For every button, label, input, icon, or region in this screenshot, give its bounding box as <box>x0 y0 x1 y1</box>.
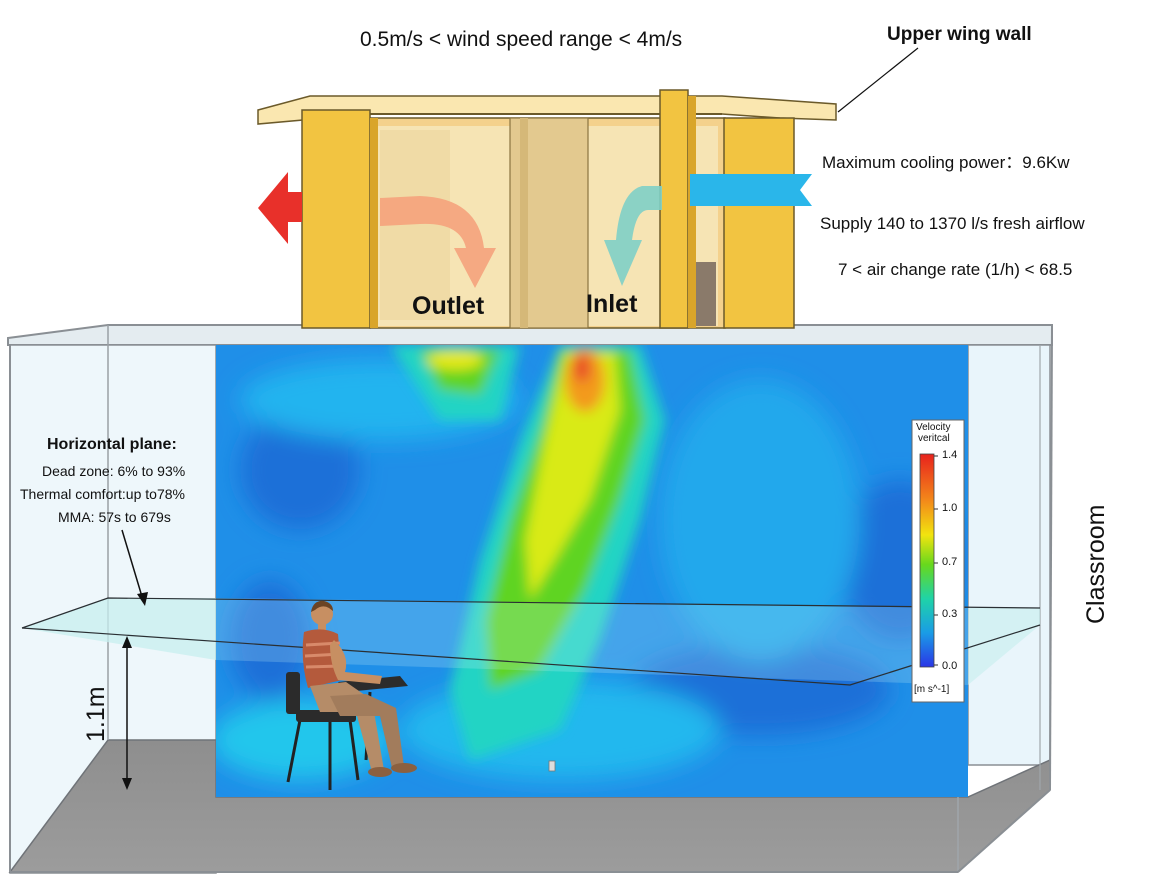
cooling-power-label: Maximum cooling power：9.6Kw <box>822 153 1070 172</box>
legend-tick-label: 1.4 <box>942 449 958 461</box>
jet-yellow <box>427 350 483 370</box>
jet-red <box>574 354 590 382</box>
mma-label: MMA: 57s to 679s <box>58 509 171 525</box>
contour-region-light <box>660 380 860 660</box>
inlet-label: Inlet <box>586 290 638 318</box>
legend-tick-label: 0.3 <box>942 608 958 620</box>
plane-outline <box>21 624 1041 686</box>
student-hair <box>311 600 333 612</box>
legend-title-line2: veritcal <box>918 433 950 444</box>
tower-right-pillar <box>723 117 795 329</box>
box-front-edges <box>9 345 1051 873</box>
legend-units: [m s^-1] <box>914 684 950 695</box>
horizontal-plane-title: Horizontal plane: <box>47 436 177 453</box>
outlet-flow-arrow <box>380 196 496 288</box>
student-shoe <box>391 763 417 773</box>
student-neck <box>318 624 326 632</box>
jet-yellow <box>525 352 620 600</box>
height-dimension-label: 1.1m <box>82 686 110 742</box>
student-legs <box>330 694 404 768</box>
tower-left-pillar-side <box>370 118 378 328</box>
inlet-flow-arrow <box>604 186 662 286</box>
wind-catcher-tower <box>257 89 837 329</box>
height-dimension <box>122 636 132 790</box>
contour-region-dark <box>230 580 310 700</box>
student-shoe <box>368 767 392 777</box>
velocity-legend <box>911 419 965 703</box>
tower-right-pillar-front <box>659 89 689 329</box>
tower-partition-edge <box>520 118 528 328</box>
wall-socket <box>548 760 556 772</box>
tower-right-pillar-side <box>688 96 696 328</box>
legend-tick-label: 0.7 <box>942 556 958 568</box>
box-edge <box>1049 324 1053 791</box>
air-change-rate-label: 7 < air change rate (1/h) < 68.5 <box>838 260 1073 279</box>
student-arm <box>330 640 382 684</box>
contour-region-dark <box>240 410 360 530</box>
horizontal-plane-overlay <box>216 598 968 685</box>
desk-top <box>338 676 408 692</box>
dead-zone-label: Dead zone: 6% to 93% <box>42 463 186 479</box>
tower-left-pillar <box>301 109 371 329</box>
wing-wall-leader <box>837 47 919 113</box>
chair-back <box>286 672 300 714</box>
legend-tick-label: 0.0 <box>942 660 958 672</box>
student-figure <box>286 600 417 790</box>
inlet-supply-arrow <box>690 174 812 206</box>
airflow-label: Supply 140 to 1370 l/s fresh airflow <box>820 214 1085 233</box>
plane-right <box>968 608 1040 685</box>
classroom-label: Classroom <box>1082 504 1110 624</box>
outlet-label: Outlet <box>412 292 485 320</box>
velocity-contour-wall <box>216 345 968 797</box>
legend-tick-label: 1.0 <box>942 502 958 514</box>
horizontal-plane <box>21 597 1041 686</box>
plane-outline <box>21 597 1041 629</box>
outlet-exhaust-arrow <box>258 172 302 244</box>
legend-colorbar <box>919 453 935 668</box>
legend-title-line1: Velocity <box>916 422 951 433</box>
upper-wing-wall-label: Upper wing wall <box>887 24 1032 45</box>
thermal-comfort-label: Thermal comfort:up to78% <box>20 486 185 502</box>
plane-left <box>22 598 216 660</box>
wind-speed-range-label: 0.5m/s < wind speed range < 4m/s <box>360 28 683 51</box>
right-glass-wall <box>967 344 1051 766</box>
plane-pointer-arrow <box>121 529 148 606</box>
